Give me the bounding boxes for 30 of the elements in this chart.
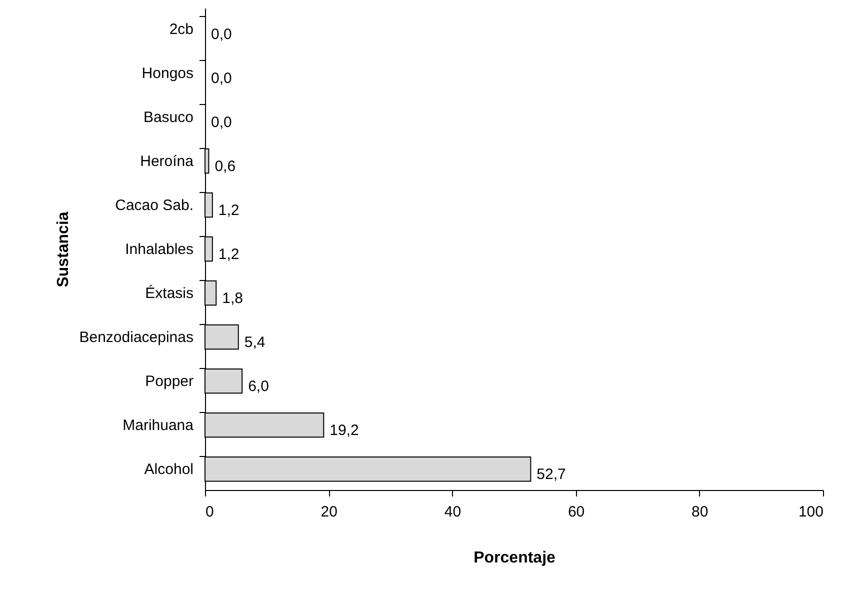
data-label: 0,6 (214, 158, 236, 175)
data-label: 1,2 (218, 202, 240, 219)
y-tick-label: 2cb (169, 20, 194, 38)
data-label: 1,2 (218, 246, 240, 263)
y-tick-label: Heroína (140, 152, 194, 170)
y-tick-label: Alcohol (144, 461, 194, 478)
data-label: 0,0 (211, 70, 232, 87)
x-tick-label: 80 (692, 504, 708, 520)
x-axis-title: Porcentaje (474, 550, 556, 566)
y-tick-label: Basuco (143, 108, 194, 126)
x-tick-label: 60 (568, 504, 585, 520)
x-tick-label: 100 (798, 504, 824, 520)
data-label: 0,0 (211, 114, 232, 131)
y-axis-title: Sustancia (55, 212, 72, 288)
data-label: 19,2 (330, 422, 359, 440)
data-label: 5,4 (244, 334, 266, 352)
y-tick-label: Éxtasis (145, 284, 194, 302)
x-tick-label: 40 (444, 504, 462, 520)
y-tick-label: Popper (145, 373, 194, 390)
data-label: 1,8 (222, 290, 243, 308)
data-label: 52,7 (536, 466, 566, 484)
x-tick-label: 20 (320, 504, 338, 520)
y-tick-label: Hongos (142, 64, 194, 82)
y-tick-label: Benzodiacepinas (79, 329, 194, 346)
data-label: 6,0 (248, 378, 269, 396)
data-label: 0,0 (211, 26, 232, 43)
y-tick-label: Cacao Sab. (115, 196, 194, 214)
x-tick-label: 0 (206, 504, 214, 520)
y-tick-label: Inhalables (125, 241, 194, 258)
y-tick-label: Marihuana (122, 417, 194, 434)
